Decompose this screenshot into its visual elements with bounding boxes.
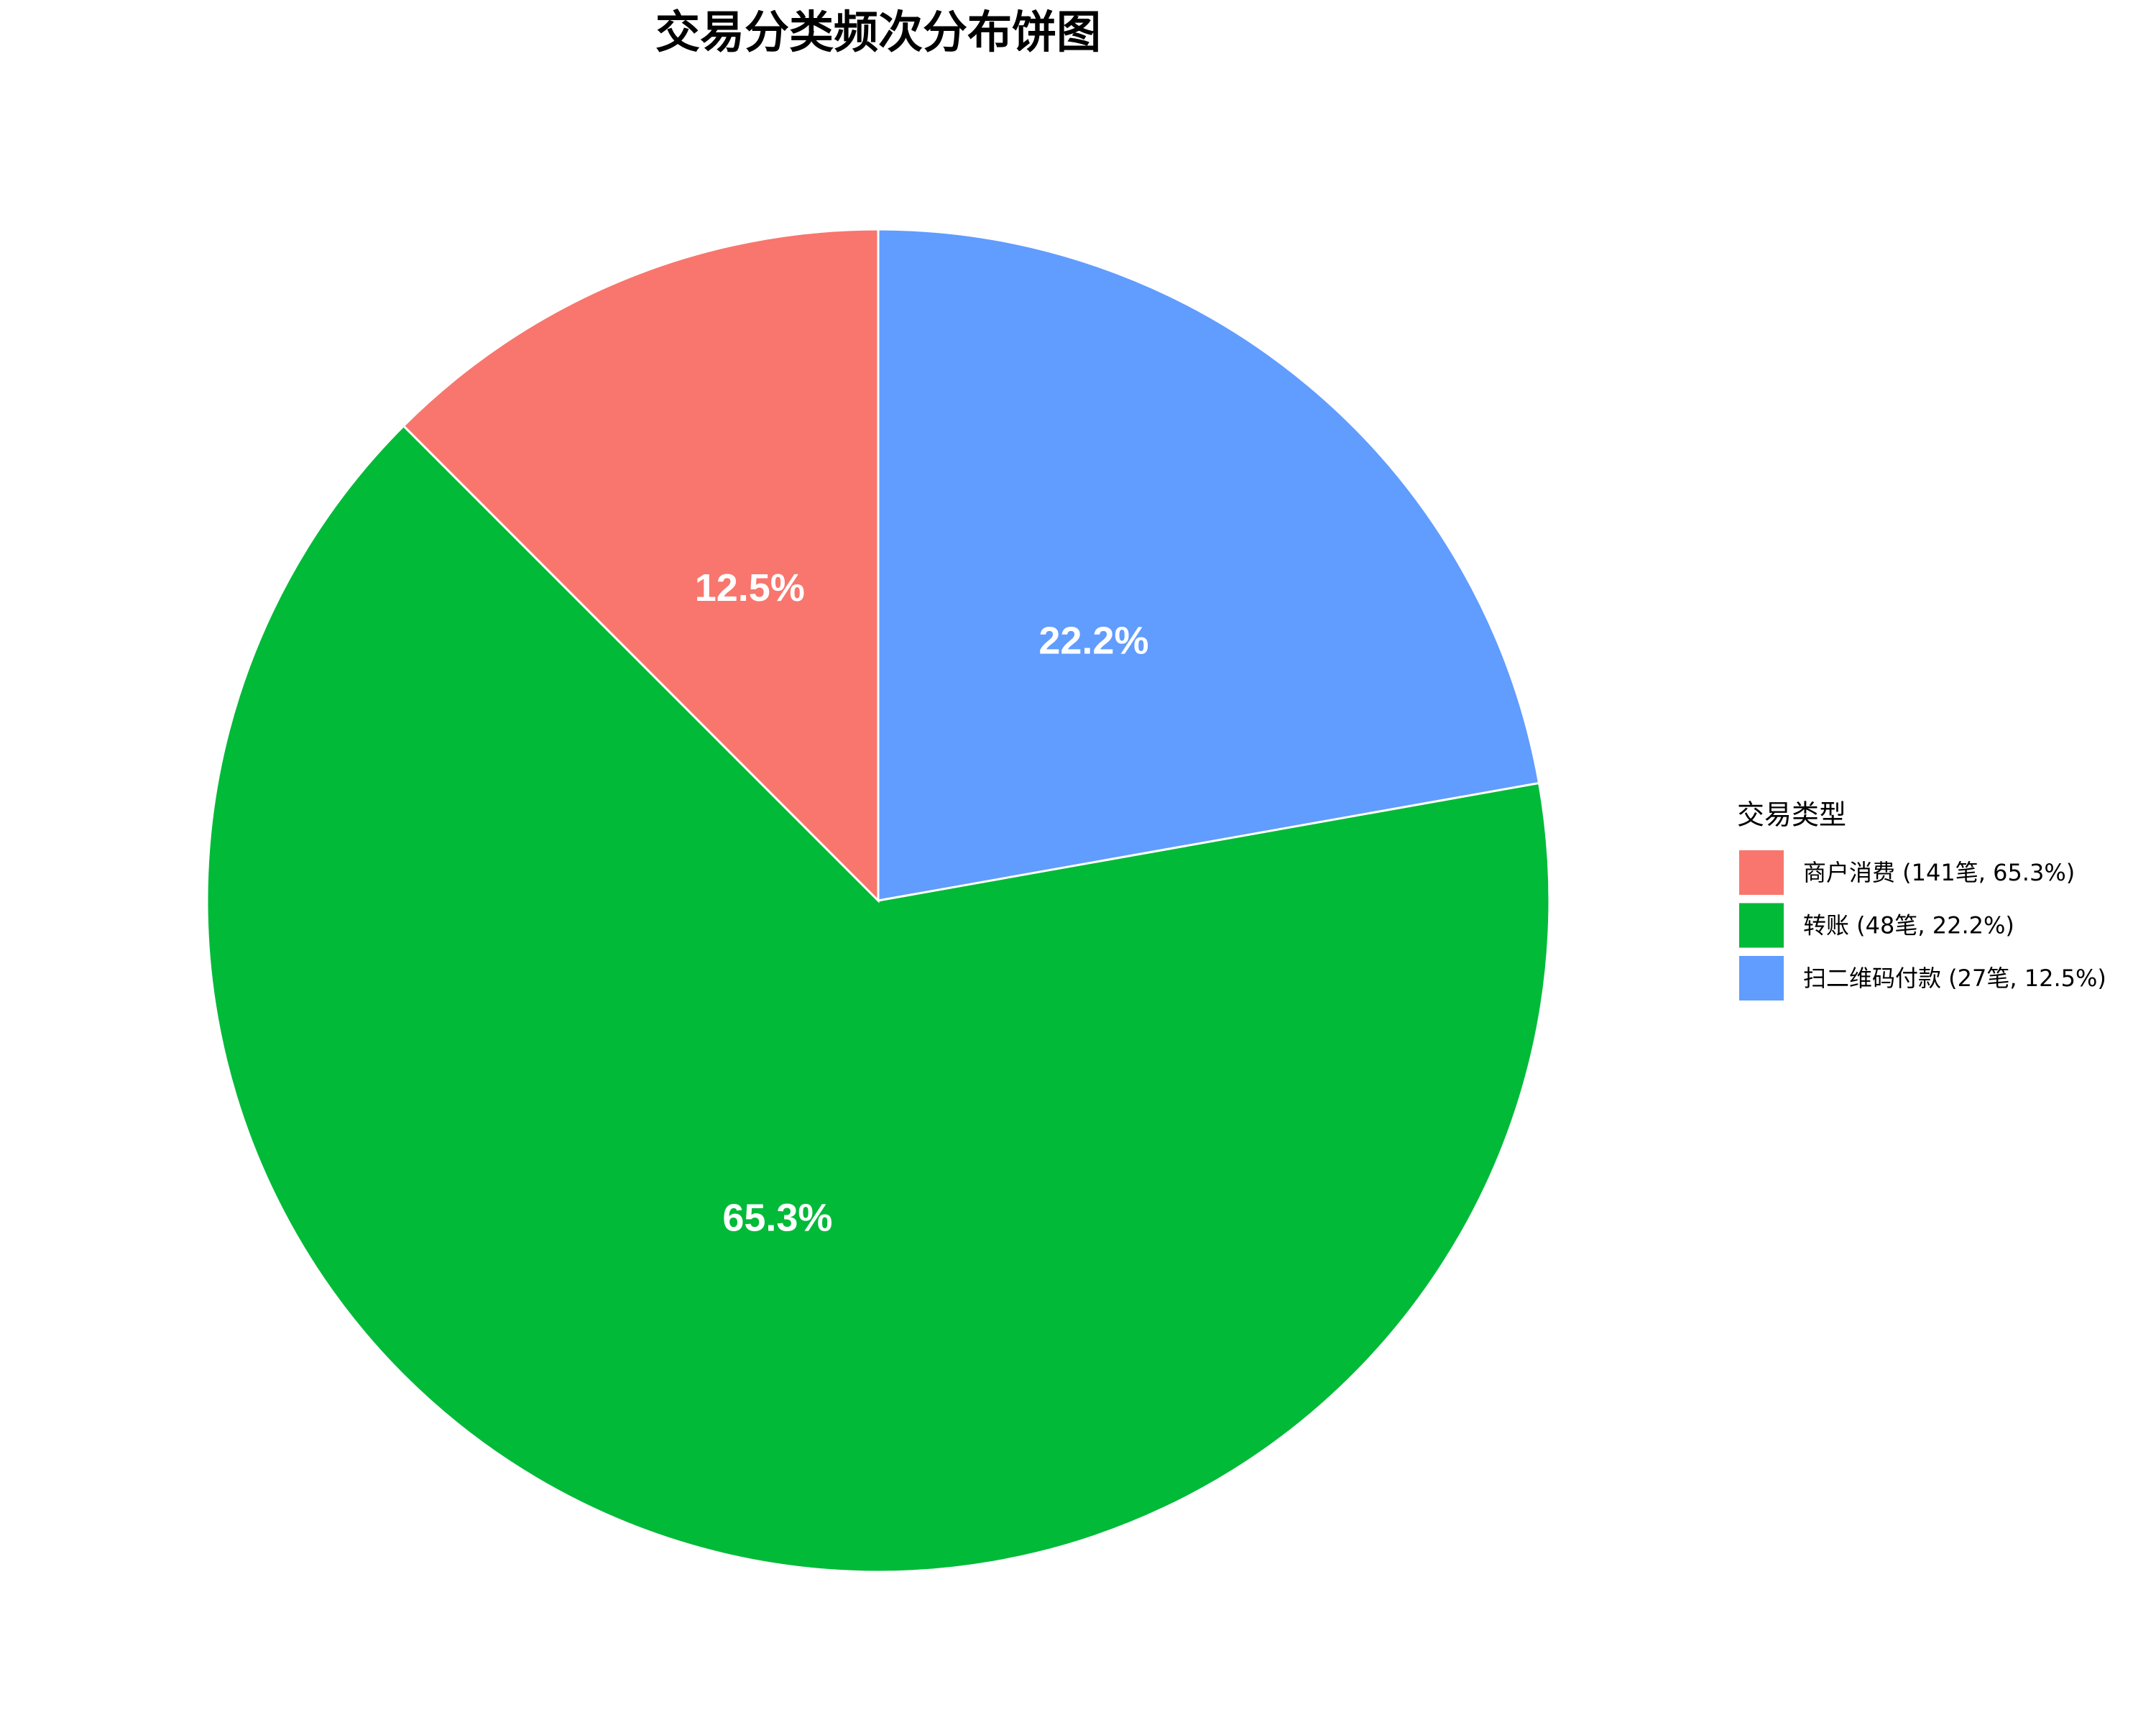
legend-key <box>1739 903 1784 948</box>
legend-key <box>1739 956 1784 1000</box>
legend-title: 交易类型 <box>1737 799 1846 831</box>
pie-slice <box>877 228 1541 902</box>
chart-title: 交易分类频次分布饼图 <box>655 6 1101 58</box>
legend-label: 扫二维码付款 (27笔, 12.5%) <box>1803 965 2106 992</box>
legend-label: 转账 (48笔, 22.2%) <box>1803 912 2014 939</box>
slice-label: 12.5% <box>695 566 805 610</box>
pie-slice <box>402 228 880 903</box>
slice-label: 22.2% <box>1038 619 1148 662</box>
legend-label: 商户消费 (141笔, 65.3%) <box>1803 859 2075 886</box>
slice-label: 65.3% <box>722 1197 832 1240</box>
pie-slice <box>206 424 1551 1573</box>
legend-key <box>1739 850 1784 895</box>
